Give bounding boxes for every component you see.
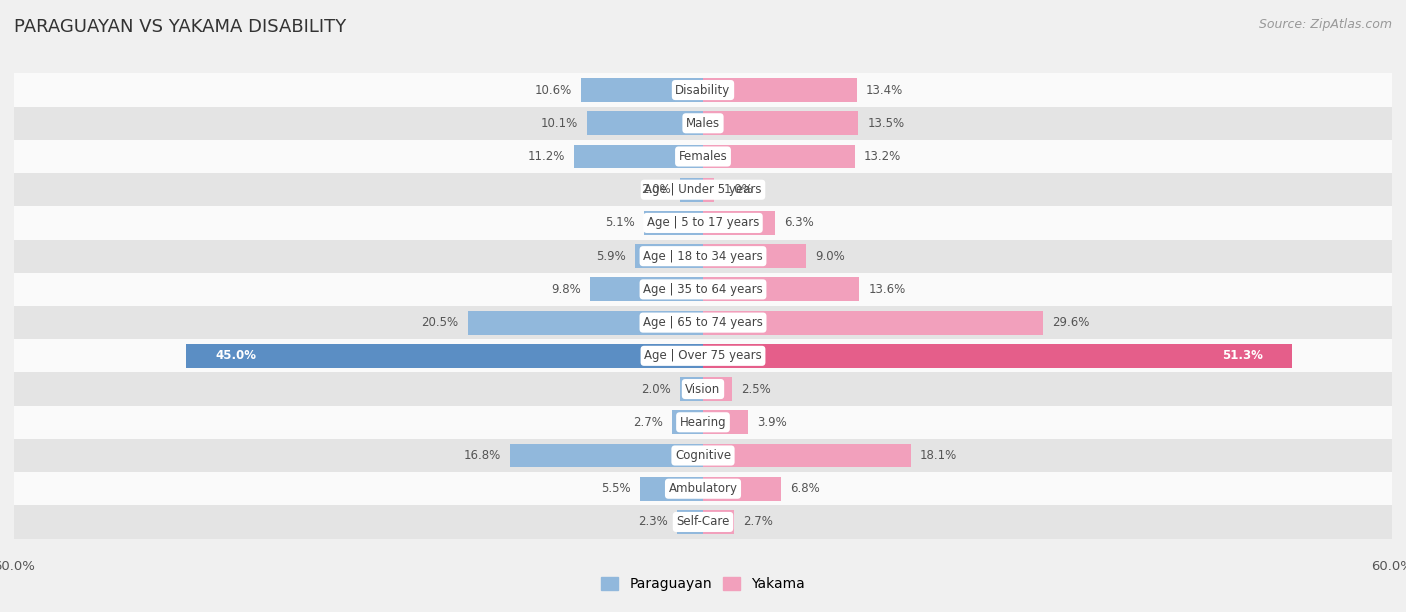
- Bar: [703, 377, 731, 401]
- Bar: [591, 277, 703, 301]
- Text: 11.2%: 11.2%: [527, 150, 565, 163]
- Bar: [703, 311, 1043, 335]
- Text: PARAGUAYAN VS YAKAMA DISABILITY: PARAGUAYAN VS YAKAMA DISABILITY: [14, 18, 346, 36]
- Text: Cognitive: Cognitive: [675, 449, 731, 462]
- Bar: [575, 144, 703, 168]
- Bar: [703, 444, 911, 468]
- Bar: [681, 177, 703, 202]
- Text: Source: ZipAtlas.com: Source: ZipAtlas.com: [1258, 18, 1392, 31]
- Bar: [588, 111, 703, 135]
- Bar: [676, 510, 703, 534]
- Text: 2.7%: 2.7%: [744, 515, 773, 528]
- Text: 5.1%: 5.1%: [606, 217, 636, 230]
- Text: Age | 35 to 64 years: Age | 35 to 64 years: [643, 283, 763, 296]
- Text: 51.3%: 51.3%: [1222, 349, 1264, 362]
- Bar: [703, 78, 856, 102]
- Bar: [14, 439, 1392, 472]
- Bar: [703, 344, 1292, 368]
- Bar: [14, 173, 1392, 206]
- Bar: [14, 273, 1392, 306]
- Bar: [14, 406, 1392, 439]
- Text: Age | 5 to 17 years: Age | 5 to 17 years: [647, 217, 759, 230]
- Bar: [640, 477, 703, 501]
- Bar: [14, 506, 1392, 539]
- Text: 13.4%: 13.4%: [866, 84, 903, 97]
- Text: 16.8%: 16.8%: [464, 449, 501, 462]
- Text: Age | Under 5 years: Age | Under 5 years: [644, 183, 762, 196]
- Bar: [14, 73, 1392, 106]
- Bar: [14, 239, 1392, 273]
- Text: Age | Over 75 years: Age | Over 75 years: [644, 349, 762, 362]
- Text: 60.0%: 60.0%: [0, 560, 35, 573]
- Bar: [636, 244, 703, 268]
- Text: 13.5%: 13.5%: [868, 117, 904, 130]
- Text: 2.7%: 2.7%: [633, 416, 662, 429]
- Text: Self-Care: Self-Care: [676, 515, 730, 528]
- Text: Males: Males: [686, 117, 720, 130]
- Text: 2.5%: 2.5%: [741, 382, 770, 395]
- Bar: [14, 106, 1392, 140]
- Text: 6.8%: 6.8%: [790, 482, 820, 495]
- Text: Females: Females: [679, 150, 727, 163]
- Bar: [644, 211, 703, 235]
- Text: 20.5%: 20.5%: [422, 316, 458, 329]
- Bar: [672, 410, 703, 435]
- Text: 13.2%: 13.2%: [863, 150, 901, 163]
- Text: 9.0%: 9.0%: [815, 250, 845, 263]
- Bar: [703, 410, 748, 435]
- Bar: [703, 277, 859, 301]
- Text: 2.3%: 2.3%: [638, 515, 668, 528]
- Bar: [703, 244, 807, 268]
- Bar: [14, 206, 1392, 239]
- Bar: [581, 78, 703, 102]
- Text: 1.0%: 1.0%: [724, 183, 754, 196]
- Legend: Paraguayan, Yakama: Paraguayan, Yakama: [596, 572, 810, 597]
- Bar: [510, 444, 703, 468]
- Bar: [703, 177, 714, 202]
- Bar: [14, 339, 1392, 373]
- Text: Age | 18 to 34 years: Age | 18 to 34 years: [643, 250, 763, 263]
- Bar: [14, 140, 1392, 173]
- Text: Ambulatory: Ambulatory: [668, 482, 738, 495]
- Text: 3.9%: 3.9%: [756, 416, 787, 429]
- Text: 10.1%: 10.1%: [540, 117, 578, 130]
- Text: 29.6%: 29.6%: [1052, 316, 1090, 329]
- Text: 45.0%: 45.0%: [215, 349, 256, 362]
- Text: 10.6%: 10.6%: [534, 84, 572, 97]
- Bar: [681, 377, 703, 401]
- Bar: [703, 477, 782, 501]
- Text: Age | 65 to 74 years: Age | 65 to 74 years: [643, 316, 763, 329]
- Text: Disability: Disability: [675, 84, 731, 97]
- Bar: [703, 144, 855, 168]
- Text: 9.8%: 9.8%: [551, 283, 581, 296]
- Text: 13.6%: 13.6%: [869, 283, 905, 296]
- Bar: [468, 311, 703, 335]
- Text: 18.1%: 18.1%: [920, 449, 957, 462]
- Bar: [14, 373, 1392, 406]
- Text: Hearing: Hearing: [679, 416, 727, 429]
- Bar: [186, 344, 703, 368]
- Text: Vision: Vision: [685, 382, 721, 395]
- Text: 5.5%: 5.5%: [600, 482, 631, 495]
- Bar: [14, 472, 1392, 506]
- Bar: [703, 510, 734, 534]
- Text: 6.3%: 6.3%: [785, 217, 814, 230]
- Text: 2.0%: 2.0%: [641, 382, 671, 395]
- Bar: [703, 211, 775, 235]
- Text: 60.0%: 60.0%: [1371, 560, 1406, 573]
- Bar: [14, 306, 1392, 339]
- Bar: [703, 111, 858, 135]
- Text: 2.0%: 2.0%: [641, 183, 671, 196]
- Text: 5.9%: 5.9%: [596, 250, 626, 263]
